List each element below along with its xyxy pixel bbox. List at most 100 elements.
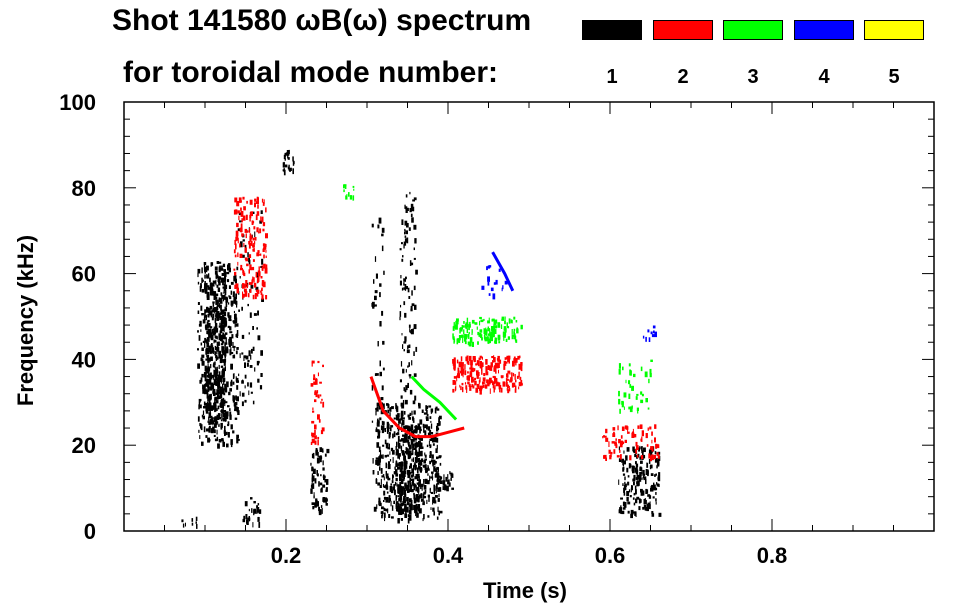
spectrum-pixel (417, 457, 420, 463)
spectrum-pixel (217, 383, 221, 389)
spectrum-pixel (636, 496, 640, 500)
spectrum-pixel (317, 439, 319, 446)
spectrum-pixel (256, 289, 260, 294)
spectrum-pixel (317, 360, 320, 364)
spectrum-pixel (225, 302, 228, 307)
spectrum-pixel (456, 320, 459, 325)
spectrum-pixel (483, 318, 485, 321)
spectrum-pixel (439, 462, 442, 466)
spectrum-pixel (413, 436, 415, 440)
spectrum-pixel (628, 393, 631, 399)
spectrum-pixel (493, 319, 497, 326)
spectrum-pixel (259, 253, 262, 256)
spectrum-pixel (619, 408, 621, 414)
spectrum-pixel (622, 501, 626, 507)
spectrum-pixel (608, 441, 610, 447)
spectrum-pixel (210, 405, 214, 408)
spectrum-pixel (242, 518, 246, 523)
spectrum-pixel (405, 206, 408, 210)
spectrum-pixel (200, 342, 203, 346)
spectrum-pixel (483, 328, 485, 334)
spectrum-pixel (242, 294, 245, 298)
spectrum-pixel (401, 419, 405, 426)
spectrum-pixel (209, 311, 213, 314)
spectrum-pixel (620, 505, 622, 510)
spectrum-pixel (205, 314, 207, 321)
spectrum-pixel (623, 406, 625, 410)
spectrum-pixel (463, 335, 467, 342)
spectral-feature-mode-1 (205, 274, 228, 428)
spectrum-pixel (311, 361, 313, 367)
spectrum-pixel (210, 282, 213, 288)
spectrum-pixel (353, 188, 355, 191)
spectrum-pixel (395, 495, 397, 501)
spectrum-pixel (429, 438, 431, 442)
spectrum-pixel (477, 331, 480, 336)
spectrum-pixel (239, 220, 242, 223)
spectrum-pixel (494, 326, 496, 331)
spectrum-pixel (216, 344, 219, 349)
spectrum-pixel (466, 317, 469, 324)
spectrum-pixel (227, 314, 229, 317)
x-axis-label: Time (s) (483, 578, 567, 603)
spectrum-pixel (413, 373, 417, 377)
spectrum-pixel (432, 461, 434, 465)
spectrum-pixel (206, 341, 209, 347)
spectrum-pixel (459, 327, 463, 332)
spectrum-pixel (214, 329, 217, 333)
spectrum-pixel (623, 460, 626, 465)
spectrum-pixel (217, 287, 221, 292)
spectrum-pixel (493, 367, 496, 372)
spectrum-pixel (420, 442, 423, 448)
spectrum-pixel (220, 354, 224, 358)
spectrum-pixel (232, 342, 234, 348)
spectrum-pixel (314, 391, 317, 396)
spectrum-pixel (217, 395, 221, 400)
spectrum-pixel (446, 485, 449, 492)
spectrum-pixel (223, 311, 227, 317)
spectrum-pixel (319, 456, 322, 463)
spectrum-pixel (432, 507, 435, 512)
spectrum-pixel (425, 416, 429, 420)
spectrum-pixel (504, 320, 506, 325)
spectrum-pixel (317, 394, 320, 399)
spectrum-pixel (234, 271, 237, 276)
spectrum-pixel (261, 266, 264, 271)
spectrum-pixel (386, 491, 389, 494)
spectrum-pixel (242, 254, 245, 258)
spectrum-pixel (407, 499, 409, 505)
spectrum-pixel (413, 257, 416, 260)
spectrum-pixel (637, 474, 639, 479)
spectrum-pixel (384, 439, 387, 445)
spectrum-pixel (410, 213, 413, 217)
spectrum-pixel (372, 458, 374, 464)
spectrum-pixel (211, 283, 215, 287)
spectrum-pixel (424, 478, 428, 484)
spectrum-pixel (658, 472, 661, 476)
spectrum-pixel (635, 469, 639, 475)
spectrum-pixel (320, 456, 323, 460)
spectrum-pixel (618, 398, 621, 405)
spectrum-pixel (635, 441, 638, 447)
spectrum-pixel (628, 380, 631, 385)
spectrum-pixel (220, 419, 223, 422)
spectrum-pixel (410, 308, 413, 312)
legend-swatch-mode-1 (582, 20, 642, 40)
spectrum-pixel (405, 385, 408, 391)
spectrum-pixel (227, 421, 230, 426)
spectrum-pixel (214, 322, 218, 329)
spectrum-pixel (216, 284, 219, 288)
spectrum-pixel (224, 350, 227, 357)
spectrum-pixel (213, 391, 216, 396)
spectrum-pixel (399, 248, 402, 251)
spectrum-pixel (206, 390, 209, 395)
spectrum-pixel (466, 387, 468, 393)
spectrum-pixel (252, 276, 254, 281)
spectrum-pixel (476, 373, 479, 379)
spectrum-pixel (641, 436, 643, 442)
spectrum-pixel (492, 331, 495, 338)
spectrum-pixel (219, 357, 223, 362)
spectrum-pixel (312, 468, 316, 474)
spectrum-pixel (205, 380, 209, 386)
spectrum-pixel (222, 397, 225, 402)
